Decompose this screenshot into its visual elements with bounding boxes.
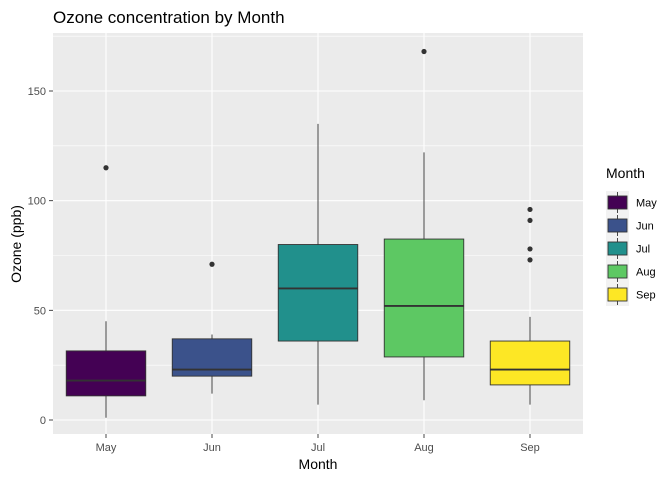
legend-key-swatch [607, 241, 628, 256]
chart-title: Ozone concentration by Month [53, 8, 285, 27]
legend-label: Jun [636, 221, 654, 233]
outlier-point [527, 206, 533, 213]
y-axis-title: Ozone (ppb) [8, 205, 24, 283]
outlier-point [103, 165, 109, 171]
legend-key-swatch [607, 218, 628, 233]
box-body [489, 340, 571, 386]
legend-label: Sep [636, 290, 656, 302]
box-body [65, 350, 147, 397]
box-body [383, 238, 465, 358]
x-tick-label: Jul [311, 442, 325, 454]
legend-label: May [636, 198, 657, 210]
y-tick-label: 50 [34, 305, 46, 317]
box-jun [171, 261, 253, 394]
boxes [65, 48, 571, 418]
x-tick-label: Aug [414, 442, 434, 454]
y-tick-label: 0 [40, 415, 46, 427]
box-sep [489, 206, 571, 405]
x-tick-label: Jun [203, 442, 221, 454]
outlier-point [209, 261, 215, 267]
box-may [65, 165, 147, 418]
legend-item-aug: Aug [606, 260, 656, 283]
x-axis-title: Month [299, 456, 338, 472]
outlier-point [527, 246, 533, 252]
box-aug [383, 48, 465, 401]
legend-item-jul: Jul [606, 237, 650, 260]
legend-item-may: May [606, 191, 657, 214]
y-tick-label: 100 [28, 196, 46, 208]
legend-key-swatch [607, 287, 628, 302]
legend-title: Month [606, 165, 645, 181]
legend-key-swatch [607, 264, 628, 279]
box-body [277, 244, 359, 342]
legend: Month May Jun Jul Aug Sep [606, 165, 657, 306]
x-tick-label: Sep [520, 442, 540, 454]
x-tick-label: May [96, 442, 117, 454]
outlier-point [527, 257, 533, 263]
legend-item-sep: Sep [606, 283, 656, 306]
legend-label: Jul [636, 244, 650, 256]
legend-label: Aug [636, 267, 656, 279]
box-jul [277, 123, 359, 405]
legend-key-swatch [607, 195, 628, 210]
box-body [171, 338, 253, 377]
legend-item-jun: Jun [606, 214, 654, 237]
outlier-point [421, 48, 427, 55]
axes: 0 50 100 150 May Jun Jul Aug Sep [28, 86, 540, 454]
y-tick-label: 150 [28, 86, 46, 98]
outlier-point [527, 217, 533, 224]
